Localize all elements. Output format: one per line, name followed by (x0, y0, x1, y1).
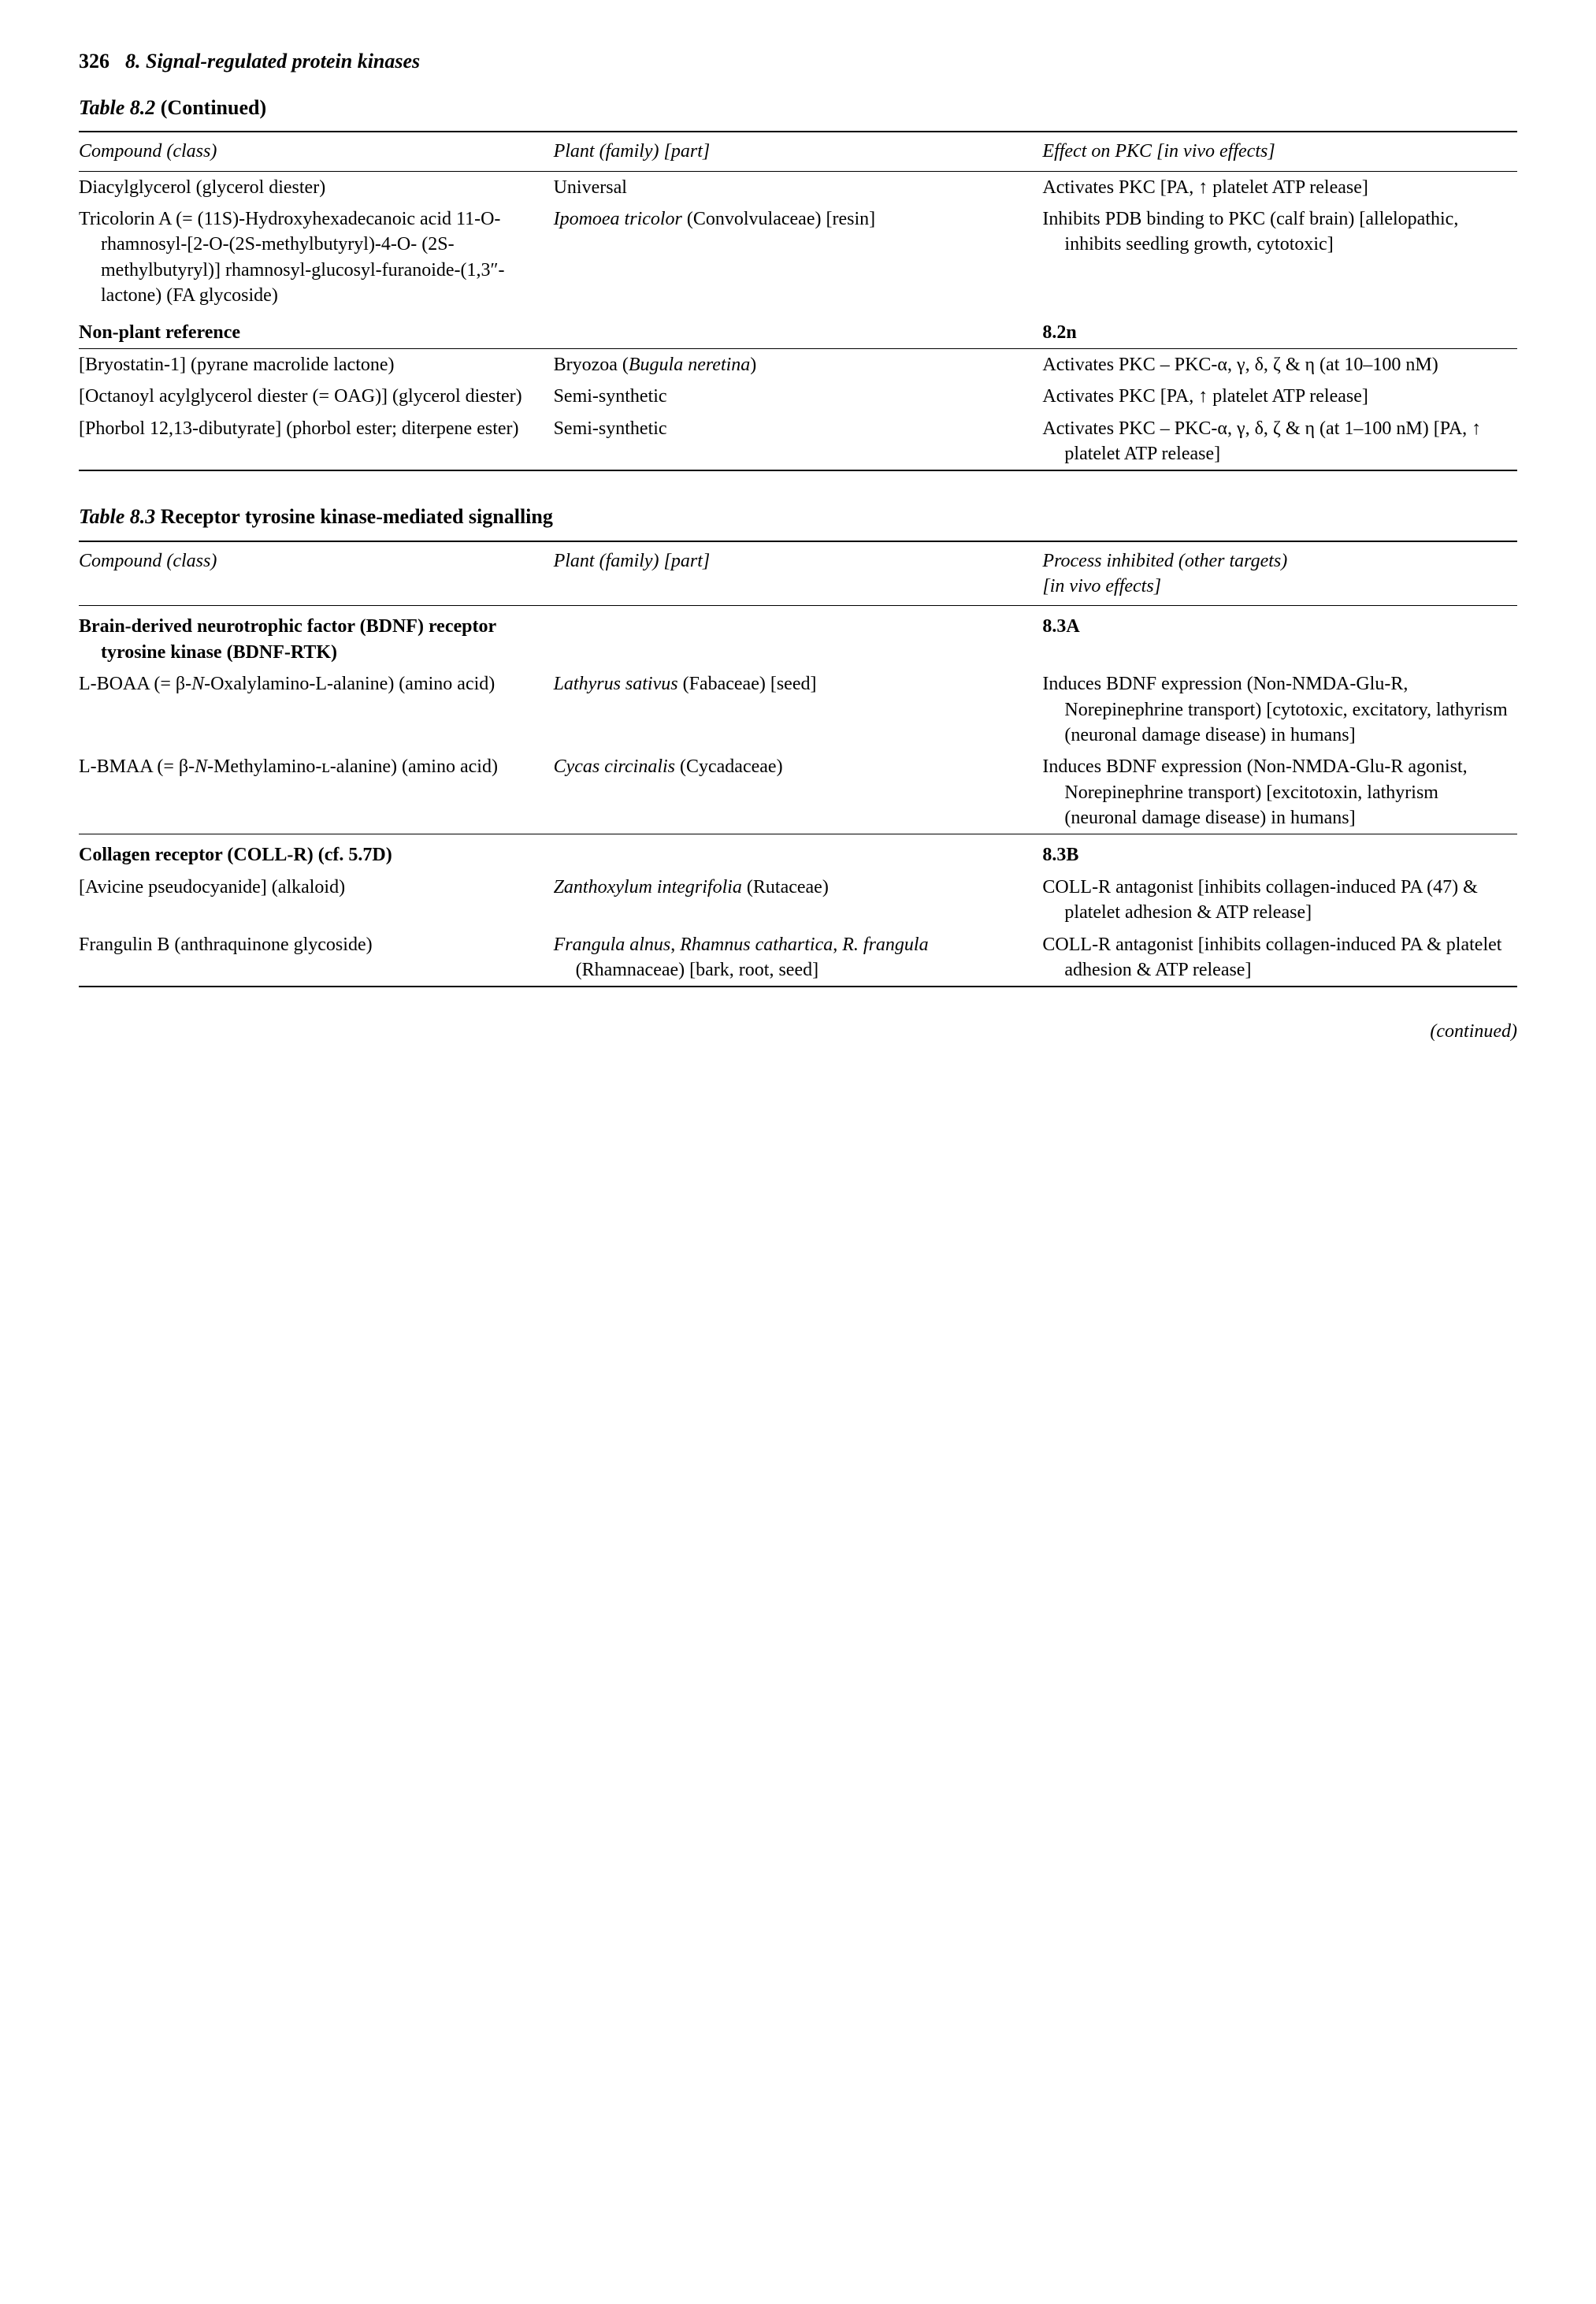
plant-rest: (Convolvulaceae) [resin] (682, 209, 875, 229)
table-8-3: Compound (class) Plant (family) [part] P… (79, 541, 1517, 988)
cell-effect: Activates PKC – PKC-α, γ, δ, ζ & η (at 1… (1042, 348, 1517, 381)
cell-plant: Lathyrus sativus (Fabaceae) [seed] (554, 668, 1043, 751)
cell-effect: COLL-R antagonist [inhibits collagen-ind… (1042, 871, 1517, 929)
col-process-line2: [in vivo effects] (1042, 576, 1161, 596)
cell-compound: Diacylglycerol (glycerol diester) (79, 171, 554, 203)
cell-effect: Induces BDNF expression (Non-NMDA-Glu-R,… (1042, 668, 1517, 751)
cell-plant: Semi-synthetic (554, 413, 1043, 471)
chapter-title: 8. Signal-regulated protein kinases (125, 47, 420, 75)
table-8-3-number: Table 8.3 (79, 505, 155, 528)
table-8-2: Compound (class) Plant (family) [part] E… (79, 131, 1517, 471)
table-row: [Bryostatin-1] (pyrane macrolide lactone… (79, 348, 1517, 381)
cell-plant: Cycas circinalis (Cycadaceae) (554, 751, 1043, 834)
cell-compound: Tricolorin A (= (11S)-Hydroxyhexadecanoi… (79, 203, 554, 312)
cell-plant: Frangula alnus, Rhamnus cathartica, R. f… (554, 929, 1043, 987)
cell-compound: [Octanoyl acylglycerol diester (= OAG)] … (79, 381, 554, 412)
table-row: L-BMAA (= β-N-Methylamino-ʟ-alanine) (am… (79, 751, 1517, 834)
plant-genus: Bugula neretina (629, 355, 750, 375)
plant-post: ) (750, 355, 756, 375)
table-8-3-header-row: Compound (class) Plant (family) [part] P… (79, 541, 1517, 606)
table-8-2-header-row: Compound (class) Plant (family) [part] E… (79, 132, 1517, 171)
cell-plant: Bryozoa (Bugula neretina) (554, 348, 1043, 381)
col-compound: Compound (class) (79, 541, 554, 606)
table-8-2-caption: Table 8.2 (Continued) (79, 94, 1517, 121)
cell-plant: Ipomoea tricolor (Convolvulaceae) [resin… (554, 203, 1043, 312)
cell-effect: COLL-R antagonist [inhibits collagen-ind… (1042, 929, 1517, 987)
table-8-2-suffix: (Continued) (155, 96, 266, 119)
section-row: Collagen receptor (COLL-R) (cf. 5.7D) 8.… (79, 834, 1517, 871)
plant-pre: Bryozoa ( (554, 355, 629, 375)
section-label: Brain-derived neurotrophic factor (BDNF)… (79, 614, 546, 665)
page-number: 326 (79, 47, 109, 75)
section-row: Brain-derived neurotrophic factor (BDNF)… (79, 606, 1517, 668)
col-process: Process inhibited (other targets) [in vi… (1042, 541, 1517, 606)
table-row: L-BOAA (= β-N-Oxalylamino-L-alanine) (am… (79, 668, 1517, 751)
table-row: [Octanoyl acylglycerol diester (= OAG)] … (79, 381, 1517, 412)
table-8-3-title: Receptor tyrosine kinase-mediated signal… (155, 505, 553, 528)
plant-genus: Ipomoea tricolor (554, 209, 682, 229)
cell-effect: Inhibits PDB binding to PKC (calf brain)… (1042, 203, 1517, 312)
cell-effect: Activates PKC – PKC-α, γ, δ, ζ & η (at 1… (1042, 413, 1517, 471)
table-row: Diacylglycerol (glycerol diester) Univer… (79, 171, 1517, 203)
section-ref: 8.3A (1042, 616, 1079, 637)
table-8-3-caption: Table 8.3 Receptor tyrosine kinase-media… (79, 503, 1517, 530)
cell-plant: Semi-synthetic (554, 381, 1043, 412)
page-header: 326 8. Signal-regulated protein kinases (79, 47, 1517, 75)
col-compound: Compound (class) (79, 132, 554, 171)
section-row: Non-plant reference 8.2n (79, 312, 1517, 349)
table-row: Frangulin B (anthraquinone glycoside) Fr… (79, 929, 1517, 987)
table-8-2-number: Table 8.2 (79, 96, 155, 119)
cell-plant: Universal (554, 171, 1043, 203)
cell-compound: [Phorbol 12,13-dibutyrate] (phorbol este… (79, 413, 554, 471)
col-process-line1: Process inhibited (other targets) (1042, 551, 1287, 571)
table-row: Tricolorin A (= (11S)-Hydroxyhexadecanoi… (79, 203, 1517, 312)
section-ref: 8.3B (1042, 845, 1078, 865)
col-plant: Plant (family) [part] (554, 132, 1043, 171)
section-label: Collagen receptor (COLL-R) (cf. 5.7D) (79, 842, 546, 868)
section-label: Non-plant reference (79, 322, 240, 343)
cell-plant: Zanthoxylum integrifolia (Rutaceae) (554, 871, 1043, 929)
cell-effect: Activates PKC [PA, ↑ platelet ATP releas… (1042, 171, 1517, 203)
cell-compound: L-BOAA (= β-N-Oxalylamino-L-alanine) (am… (79, 668, 554, 751)
col-plant: Plant (family) [part] (554, 541, 1043, 606)
table-row: [Avicine pseudocyanide] (alkaloid) Zanth… (79, 871, 1517, 929)
col-effect: Effect on PKC [in vivo effects] (1042, 132, 1517, 171)
cell-effect: Activates PKC [PA, ↑ platelet ATP releas… (1042, 381, 1517, 412)
cell-compound: [Bryostatin-1] (pyrane macrolide lactone… (79, 348, 554, 381)
cell-compound: Frangulin B (anthraquinone glycoside) (79, 929, 554, 987)
cell-compound: [Avicine pseudocyanide] (alkaloid) (79, 871, 554, 929)
cell-effect: Induces BDNF expression (Non-NMDA-Glu-R … (1042, 751, 1517, 834)
cell-compound: L-BMAA (= β-N-Methylamino-ʟ-alanine) (am… (79, 751, 554, 834)
section-ref: 8.2n (1042, 322, 1076, 343)
continued-marker: (continued) (79, 1019, 1517, 1044)
table-row: [Phorbol 12,13-dibutyrate] (phorbol este… (79, 413, 1517, 471)
